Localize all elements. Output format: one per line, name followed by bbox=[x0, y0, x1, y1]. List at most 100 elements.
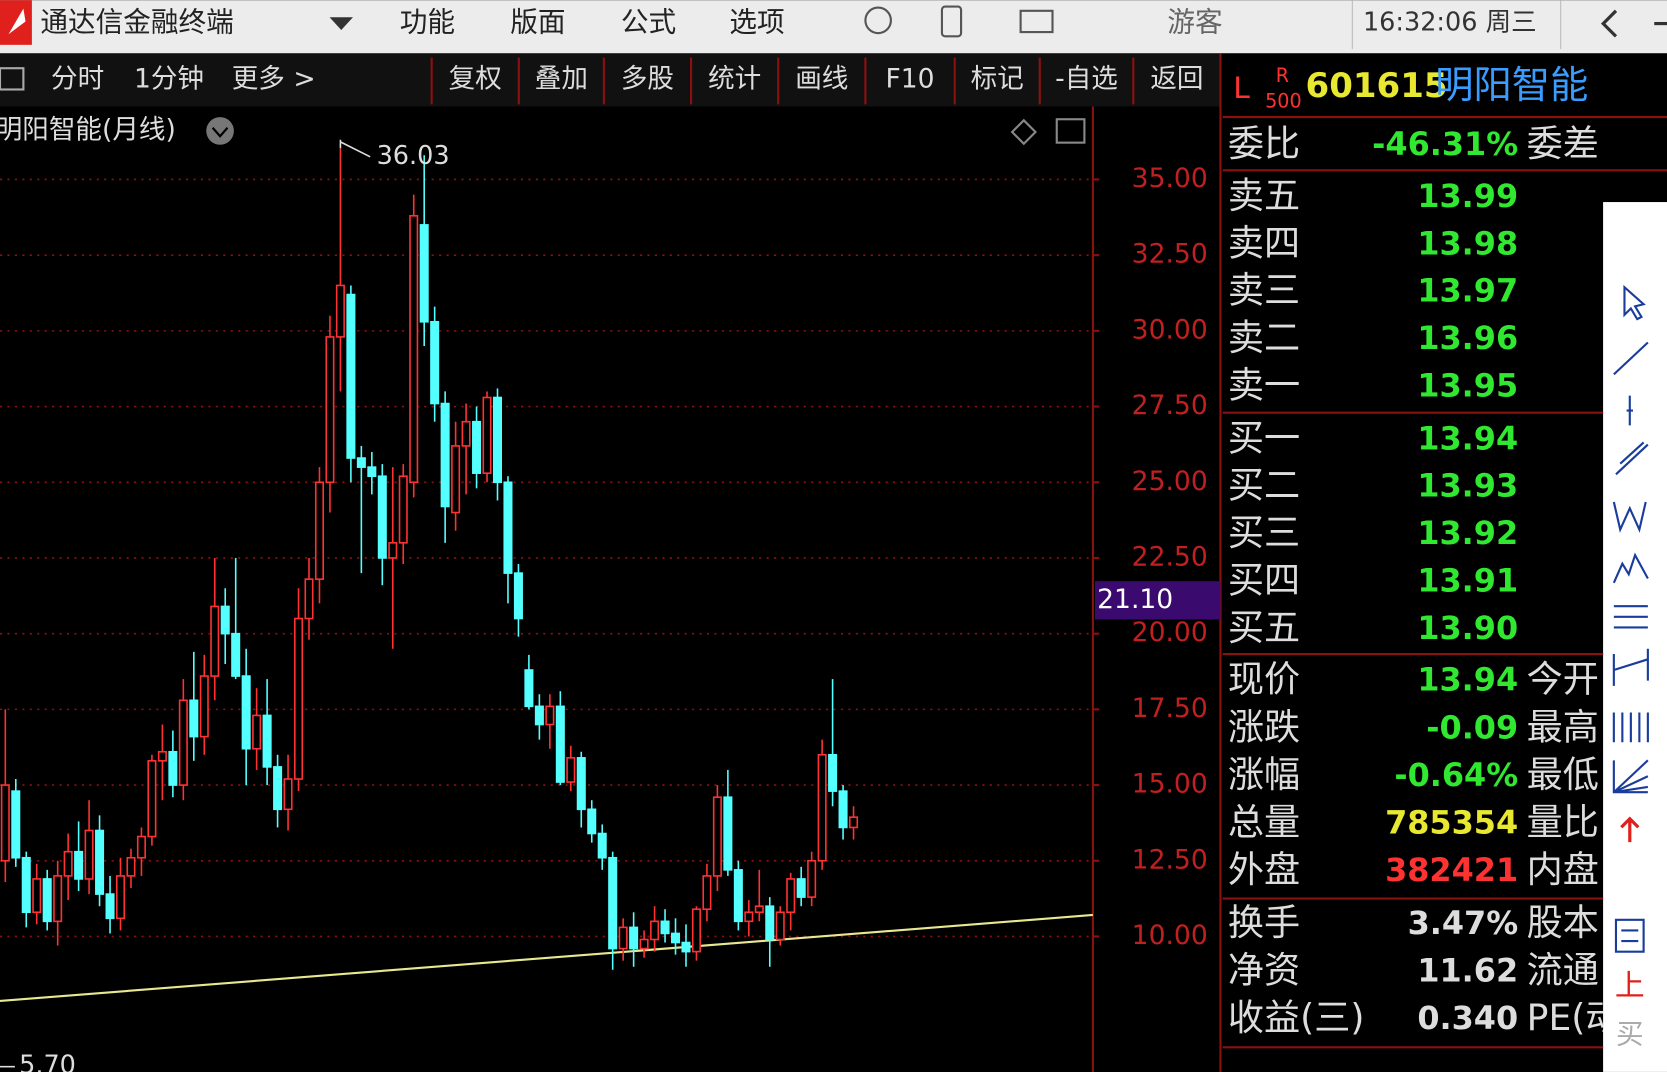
drawing-tool-buy[interactable]: 买 bbox=[1616, 1018, 1644, 1051]
y-tick-label: 30.00 bbox=[1132, 314, 1208, 345]
drawing-tool-icon[interactable] bbox=[1620, 816, 1640, 843]
candle-body bbox=[262, 714, 272, 768]
toolbar-button[interactable]: 复权 bbox=[449, 63, 502, 94]
drawing-tool-icon[interactable] bbox=[1612, 501, 1647, 533]
drawing-tool-up[interactable]: 上 bbox=[1615, 968, 1645, 1003]
menu-item[interactable]: 公式 bbox=[621, 6, 676, 39]
candle-body bbox=[650, 920, 660, 941]
candle-body bbox=[409, 215, 419, 484]
candle-body bbox=[115, 875, 126, 920]
trend-line bbox=[0, 913, 1093, 1003]
drawing-tool-icon[interactable] bbox=[1612, 759, 1649, 794]
toolbar-button[interactable]: -自选 bbox=[1055, 63, 1118, 94]
dropdown-arrow[interactable] bbox=[329, 17, 353, 30]
candle-body bbox=[231, 632, 241, 677]
title-dropdown[interactable] bbox=[206, 117, 234, 145]
order-diff-label: 委差 bbox=[1527, 122, 1599, 165]
mail-icon[interactable] bbox=[1019, 9, 1054, 34]
candle-body bbox=[105, 893, 115, 920]
user-label: 游客 bbox=[1167, 6, 1222, 39]
y-tick-label: 25.00 bbox=[1132, 466, 1208, 497]
y-tick-label: 15.00 bbox=[1132, 769, 1208, 800]
drawing-tool-icon[interactable] bbox=[1612, 552, 1649, 584]
toolbar-button[interactable]: 叠加 bbox=[535, 63, 588, 94]
stat-label: 总量 bbox=[1228, 801, 1300, 844]
candle-body bbox=[398, 475, 408, 544]
finance-label2: 股本 bbox=[1527, 901, 1599, 944]
period-button[interactable]: 更多 > bbox=[232, 63, 316, 94]
candle-body bbox=[482, 396, 492, 474]
title-bar bbox=[0, 0, 1667, 54]
candle-body bbox=[629, 926, 639, 950]
candle-body bbox=[597, 832, 607, 859]
candle-body bbox=[838, 790, 848, 829]
candle-body bbox=[168, 750, 178, 786]
quote-label: 买一 bbox=[1228, 416, 1300, 459]
drawing-tool-icon[interactable] bbox=[1626, 395, 1633, 426]
period-button[interactable]: 分时 bbox=[51, 63, 104, 94]
candle-body bbox=[63, 850, 73, 877]
title-icons bbox=[864, 0, 1667, 50]
candle-body bbox=[325, 336, 335, 484]
stat-label2: 内盘 bbox=[1527, 848, 1599, 891]
clock: 16:32:06 周三 bbox=[1363, 8, 1537, 38]
diamond-icon[interactable] bbox=[1010, 118, 1037, 146]
back-arrow[interactable] bbox=[1600, 9, 1618, 38]
quote-label: 买四 bbox=[1228, 559, 1300, 602]
candle-body bbox=[807, 859, 817, 898]
stat-value: 13.94 bbox=[1417, 661, 1518, 699]
candle-body bbox=[241, 675, 251, 750]
toolbar-button[interactable]: F10 bbox=[885, 63, 934, 94]
stat-label: 涨跌 bbox=[1228, 705, 1300, 748]
candle-body bbox=[11, 790, 21, 859]
period-button[interactable]: 1分钟 bbox=[134, 63, 204, 94]
toolbar-button[interactable]: 统计 bbox=[708, 63, 761, 94]
candle-body bbox=[335, 284, 345, 338]
candle-body bbox=[849, 816, 859, 829]
toolbar-button[interactable]: 画线 bbox=[795, 63, 848, 94]
phone-icon[interactable] bbox=[940, 5, 963, 38]
quote-panel bbox=[1220, 53, 1667, 1072]
candle-body bbox=[367, 466, 377, 478]
quote-label: 卖二 bbox=[1228, 316, 1300, 359]
quote-price: 13.92 bbox=[1417, 514, 1518, 552]
drawing-tool-icon[interactable] bbox=[1612, 712, 1649, 743]
finance-value: 0.340 bbox=[1417, 999, 1518, 1037]
drawing-tool-icon[interactable] bbox=[1613, 605, 1648, 629]
quote-label: 卖四 bbox=[1228, 221, 1300, 264]
candle-body bbox=[660, 920, 670, 935]
menu-item[interactable]: 功能 bbox=[400, 6, 455, 39]
stat-label2: 今开 bbox=[1527, 658, 1599, 701]
drawing-tool-icon[interactable] bbox=[1613, 341, 1649, 376]
refresh-icon[interactable] bbox=[864, 6, 892, 35]
cursor-price-box bbox=[1095, 581, 1221, 620]
drawing-tool-icon[interactable] bbox=[1614, 918, 1645, 953]
drawing-tool-icon[interactable] bbox=[1615, 441, 1649, 476]
drawing-tool-icon[interactable] bbox=[1612, 648, 1649, 686]
stat-value: 382421 bbox=[1385, 851, 1518, 889]
order-ratio-value: -46.31% bbox=[1372, 125, 1518, 163]
order-ratio-label: 委比 bbox=[1228, 122, 1300, 165]
candle-body bbox=[21, 856, 31, 914]
layout-icon[interactable] bbox=[1055, 118, 1086, 144]
tool-bar bbox=[0, 53, 1221, 107]
quote-price: 13.93 bbox=[1417, 467, 1518, 505]
finance-label: 收益(三) bbox=[1228, 996, 1365, 1039]
candle-body bbox=[42, 878, 52, 923]
candle-body bbox=[576, 757, 586, 811]
candle-body bbox=[744, 911, 754, 923]
toolbar-button[interactable]: 多股 bbox=[621, 63, 674, 94]
candle-body bbox=[555, 705, 565, 783]
toolbar-button[interactable]: 返回 bbox=[1150, 63, 1203, 94]
candle-body bbox=[618, 926, 628, 950]
candle-body bbox=[178, 699, 188, 786]
quote-price: 13.95 bbox=[1417, 367, 1518, 405]
panel-toggle[interactable] bbox=[0, 67, 25, 91]
menu-item[interactable]: 选项 bbox=[729, 6, 784, 39]
toolbar-button[interactable]: 标记 bbox=[971, 63, 1024, 94]
stat-value: -0.64% bbox=[1394, 756, 1518, 794]
drawing-tool-icon[interactable] bbox=[1623, 284, 1646, 321]
menu-item[interactable]: 版面 bbox=[510, 6, 565, 39]
candle-body bbox=[346, 293, 356, 459]
